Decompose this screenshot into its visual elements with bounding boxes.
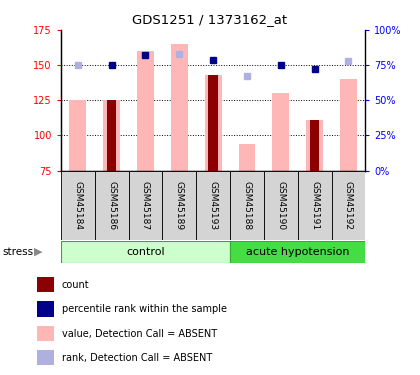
- Bar: [196, 171, 230, 240]
- Bar: [37, 277, 55, 292]
- Bar: [331, 171, 365, 240]
- Text: value, Detection Call = ABSENT: value, Detection Call = ABSENT: [62, 329, 217, 339]
- Bar: [37, 302, 55, 316]
- Bar: [310, 120, 319, 171]
- Bar: [61, 241, 230, 262]
- Bar: [264, 171, 298, 240]
- Bar: [137, 51, 154, 171]
- Bar: [107, 100, 116, 171]
- Bar: [239, 144, 255, 171]
- Bar: [37, 326, 55, 341]
- Text: count: count: [62, 280, 89, 290]
- Bar: [163, 171, 196, 240]
- Bar: [230, 241, 365, 262]
- Text: GSM45193: GSM45193: [209, 181, 218, 230]
- Bar: [230, 171, 264, 240]
- Text: GSM45190: GSM45190: [276, 181, 285, 230]
- Text: GDS1251 / 1373162_at: GDS1251 / 1373162_at: [132, 13, 288, 26]
- Text: ▶: ▶: [34, 247, 43, 256]
- Text: GSM45192: GSM45192: [344, 181, 353, 230]
- Bar: [208, 75, 218, 171]
- Bar: [272, 93, 289, 171]
- Bar: [95, 171, 129, 240]
- Text: acute hypotension: acute hypotension: [246, 247, 349, 256]
- Text: GSM45189: GSM45189: [175, 181, 184, 230]
- Text: percentile rank within the sample: percentile rank within the sample: [62, 304, 227, 315]
- Bar: [306, 120, 323, 171]
- Bar: [171, 44, 188, 171]
- Bar: [298, 171, 331, 240]
- Bar: [129, 171, 163, 240]
- Bar: [61, 171, 95, 240]
- Bar: [37, 350, 55, 365]
- Bar: [103, 100, 120, 171]
- Text: GSM45191: GSM45191: [310, 181, 319, 230]
- Bar: [69, 100, 86, 171]
- Text: rank, Detection Call = ABSENT: rank, Detection Call = ABSENT: [62, 353, 212, 363]
- Text: GSM45188: GSM45188: [242, 181, 252, 230]
- Text: GSM45184: GSM45184: [74, 181, 82, 230]
- Text: stress: stress: [2, 247, 33, 256]
- Bar: [340, 79, 357, 171]
- Text: GSM45187: GSM45187: [141, 181, 150, 230]
- Text: control: control: [126, 247, 165, 256]
- Bar: [205, 75, 222, 171]
- Text: GSM45186: GSM45186: [107, 181, 116, 230]
